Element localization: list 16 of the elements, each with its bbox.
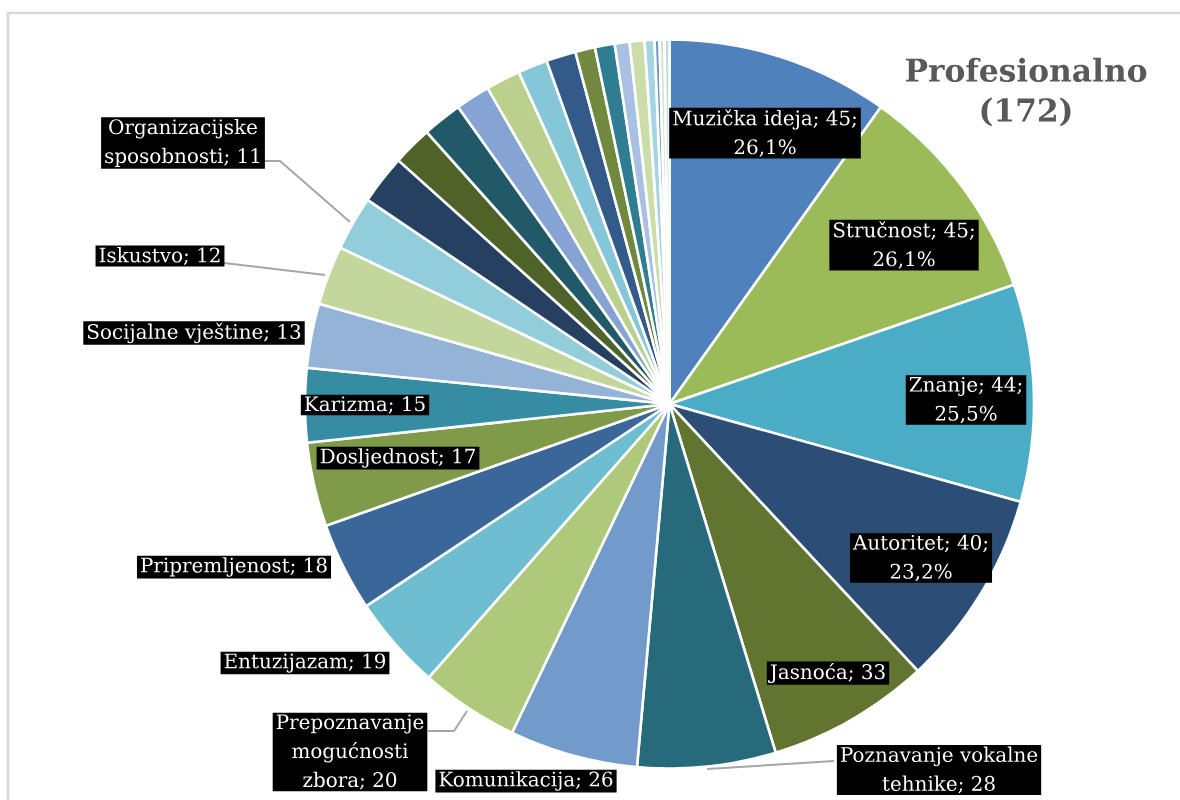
data-label: Autoritet; 40; 23,2% (852, 534, 987, 582)
data-label: Stručnost; 45; 26,1% (834, 221, 974, 269)
data-label: Organizacijske sposobnosti; 11 (105, 118, 260, 168)
data-label: Znanje; 44; 25,5% (909, 376, 1022, 424)
data-label: Karizma; 15 (304, 396, 425, 414)
data-label: Socijalne vještine; 13 (87, 322, 301, 344)
data-label: Entuzijazam; 19 (224, 653, 386, 673)
data-label: Muzička ideja; 45; 26,1% (673, 109, 856, 157)
data-label: Komunikacija; 26 (439, 771, 613, 791)
text: Profesionalno (172) (905, 57, 1147, 127)
data-label: Iskustvo; 12 (99, 247, 220, 265)
data-label: Pripremljenost; 18 (141, 557, 327, 577)
data-label: Poznavanje vokalne tehnike; 28 (840, 746, 1038, 794)
data-label: Dosljednost; 17 (320, 448, 475, 468)
data-label: Jasnoća; 33 (768, 662, 885, 684)
data-label: Prepoznavanje mogućnosti zbora; 20 (276, 714, 424, 790)
